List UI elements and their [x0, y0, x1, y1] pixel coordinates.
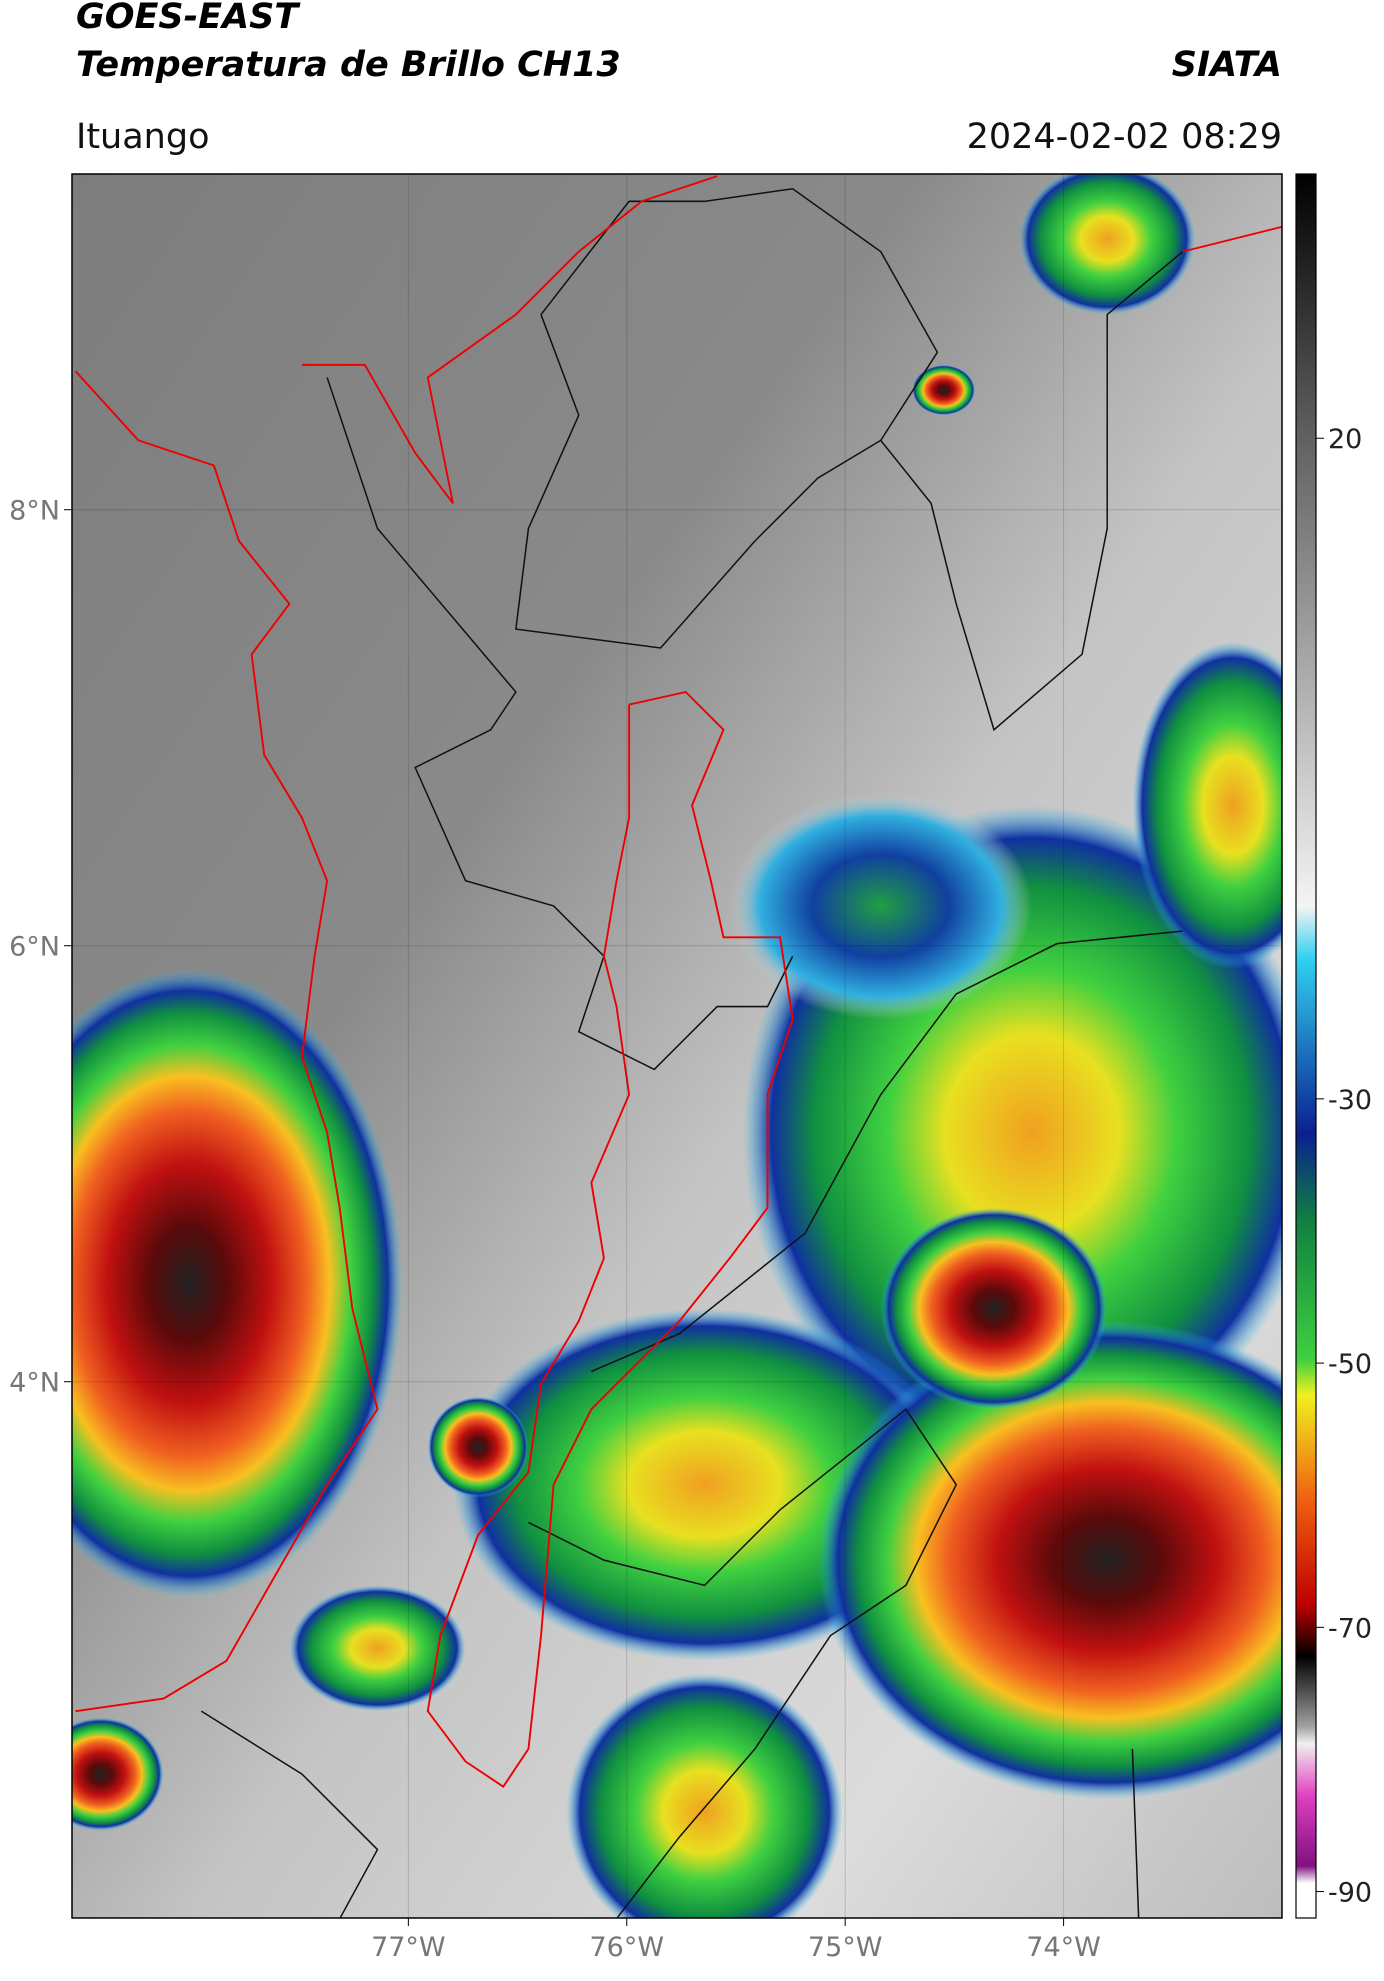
- lat-tick-label: 6°N: [9, 932, 60, 963]
- title: GOES-EAST: [76, 0, 301, 37]
- datetime: 2024-02-02 08:29: [967, 117, 1282, 157]
- lat-tick-label: 4°N: [9, 1368, 60, 1399]
- lat-tick-label: 8°N: [9, 496, 60, 527]
- graticule: 8°N 6°N 4°N 77°W 76°W 75°W 74°W: [9, 174, 1282, 1963]
- colorbar-ticks: 20 -30 -50 -70 -90: [1316, 424, 1372, 1909]
- map-frame: [71, 173, 1283, 1919]
- colorbar-tick-label: 20: [1328, 424, 1362, 455]
- colorbar: [1295, 173, 1317, 1919]
- subtitle: Temperatura de Brillo CH13: [76, 45, 621, 85]
- lon-tick-label: 77°W: [371, 1932, 446, 1963]
- colorbar-tick-label: -90: [1328, 1878, 1372, 1909]
- lon-tick-label: 74°W: [1026, 1932, 1101, 1963]
- colorbar-tick-label: -30: [1328, 1085, 1372, 1116]
- satellite-image: [72, 174, 1282, 1918]
- colorbar-tick-label: -70: [1328, 1613, 1372, 1644]
- source: SIATA: [1172, 45, 1282, 85]
- location: Ituango: [76, 117, 210, 157]
- colorbar-tick-label: -50: [1328, 1349, 1372, 1380]
- lon-tick-label: 75°W: [808, 1932, 883, 1963]
- lon-tick-label: 76°W: [589, 1932, 664, 1963]
